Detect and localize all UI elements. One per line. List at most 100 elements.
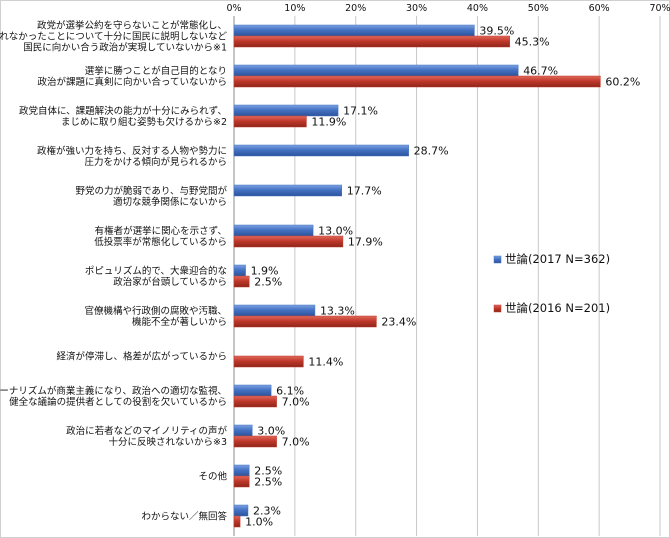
- x-tick-label: 10%: [284, 3, 305, 14]
- gridlines: [233, 16, 661, 536]
- x-axis-ticks: 0% 10% 20% 30% 40% 50% 60% 70%: [226, 3, 670, 14]
- x-tick-label: 40%: [467, 3, 488, 14]
- category-label: 選挙に勝つことが自己目的となり政治が課題に真剣に向かい合っていないから: [37, 65, 227, 88]
- category-label-line: 健全な議論の提供者としての役割を欠いているから: [9, 396, 227, 408]
- x-tick-label: 70%: [649, 3, 670, 14]
- bar-2016: [233, 75, 601, 88]
- bar-2017: [233, 264, 246, 277]
- x-tick-label: 30%: [406, 3, 427, 14]
- data-label: 2.5%: [254, 465, 282, 478]
- category-label: ジャーナリズムが商業主義になり、政治への適切な監視、健全な議論の提供者としての役…: [0, 385, 227, 408]
- category-label-line: 政党が選挙公約を守らないことが常態化し、: [37, 20, 227, 32]
- bar-2017: [233, 64, 519, 77]
- category-label-line: 低投票率が常態化しているから: [94, 236, 227, 248]
- bar-2017: [233, 104, 339, 117]
- data-label: 23.4%: [381, 316, 416, 329]
- data-label: 7.0%: [282, 436, 310, 449]
- bar-2016: [233, 435, 277, 448]
- legend-label: 世論(2016 N=201): [505, 301, 610, 315]
- data-label: 13.3%: [320, 305, 355, 318]
- x-tick-label: 50%: [528, 3, 549, 14]
- category-label-line: わからない／無回答: [141, 511, 227, 523]
- x-tick-label: 0%: [226, 3, 241, 14]
- category-label-line: その他: [198, 471, 227, 483]
- bar-2017: [233, 504, 249, 517]
- category-label-line: ジャーナリズムが商業主義になり、政治への適切な監視、: [0, 385, 227, 397]
- category-label-line: 守れなかったことについて十分に国民に説明しないなど: [0, 31, 227, 43]
- data-label: 17.7%: [347, 185, 382, 198]
- bar-2016: [233, 235, 344, 248]
- data-label: 7.0%: [282, 396, 310, 409]
- bar-2016: [233, 395, 277, 408]
- data-label: 17.1%: [343, 105, 378, 118]
- category-label-line: 機能不全が著しいから: [132, 316, 227, 328]
- bar-2016: [233, 115, 307, 128]
- category-label-line: 野党の力が脆弱であり、与野党間が: [75, 185, 227, 197]
- data-label: 11.9%: [311, 116, 346, 129]
- category-label-line: 官僚機構や行政側の腐敗や汚職、: [84, 305, 227, 317]
- bar-2016: [233, 355, 304, 368]
- data-label: 46.7%: [523, 65, 558, 78]
- bar-2017: [233, 424, 253, 437]
- data-label: 17.9%: [348, 236, 383, 249]
- bar-2017: [233, 304, 316, 317]
- bar-2017: [233, 224, 314, 237]
- bar-2016: [233, 475, 250, 488]
- bar-2016: [233, 515, 241, 528]
- category-label-line: ポピュリズム的で、大衆迎合的な: [85, 265, 227, 277]
- data-label: 3.0%: [257, 425, 285, 438]
- data-label: 13.0%: [318, 225, 353, 238]
- category-label: 経済が停滞し、格差が広がっているから: [56, 351, 227, 363]
- category-label-line: 政権が強い力を持ち、反対する人物や勢力に: [37, 145, 227, 157]
- bar-2016: [233, 315, 377, 328]
- legend-label: 世論(2017 N=362): [505, 252, 610, 266]
- data-label: 39.5%: [479, 25, 514, 38]
- category-label-line: 経済が停滞し、格差が広がっているから: [56, 351, 227, 363]
- x-tick-label: 60%: [589, 3, 610, 14]
- data-label: 60.2%: [605, 76, 640, 89]
- bar-2017: [233, 384, 272, 397]
- category-label-line: 圧力をかける傾向が見られるから: [84, 156, 227, 168]
- bar-2016: [233, 35, 510, 48]
- category-label-line: 選挙に勝つことが自己目的となり: [85, 65, 227, 77]
- data-label: 2.5%: [254, 476, 282, 489]
- category-label-line: まじめに取り組む姿勢も欠けるから※2: [61, 116, 227, 128]
- category-label: 有権者が選挙に関心を示さず、低投票率が常態化しているから: [94, 225, 227, 248]
- category-label: 政権が強い力を持ち、反対する人物や勢力に圧力をかける傾向が見られるから: [37, 145, 227, 168]
- category-labels: 政党が選挙公約を守らないことが常態化し、守れなかったことについて十分に国民に説明…: [0, 20, 227, 523]
- data-label: 1.0%: [245, 516, 273, 529]
- category-label: 政党が選挙公約を守らないことが常態化し、守れなかったことについて十分に国民に説明…: [0, 20, 227, 54]
- bar-2017: [233, 464, 250, 477]
- data-label: 2.3%: [253, 505, 281, 518]
- category-label: ポピュリズム的で、大衆迎合的な政治家が台頭しているから: [85, 265, 227, 288]
- bar-2017: [233, 144, 409, 157]
- category-label-line: 政治に若者などのマイノリティの声が: [66, 425, 227, 437]
- category-label-line: 適切な競争関係にないから: [113, 196, 227, 208]
- bar-2016: [233, 275, 250, 288]
- category-label-line: 有権者が選挙に関心を示さず、: [95, 225, 227, 237]
- legend-swatch: [493, 255, 502, 264]
- bar-2017: [233, 24, 475, 37]
- category-label-line: 政治家が台頭しているから: [113, 276, 227, 288]
- data-labels: 39.5% 46.7% 17.1% 28.7% 17.7% 13.0% 1.9% 13.3% 6…: [245, 25, 640, 529]
- bars: [233, 24, 601, 528]
- bar-2017: [233, 184, 342, 197]
- category-label: わからない／無回答: [141, 511, 227, 523]
- legend-swatch: [493, 304, 502, 313]
- category-label: 政党自体に、課題解決の能力が十分にみられず、まじめに取り組む姿勢も欠けるから※2: [19, 105, 227, 128]
- category-label: 野党の力が脆弱であり、与野党間が適切な競争関係にないから: [75, 185, 227, 208]
- category-label: 官僚機構や行政側の腐敗や汚職、機能不全が著しいから: [84, 305, 227, 328]
- category-label-line: 政治が課題に真剣に向かい合っていないから: [37, 76, 227, 88]
- category-label-line: 国民に向かい合う政治が実現していないから※1: [23, 42, 227, 54]
- data-label: 1.9%: [251, 265, 279, 278]
- legend: 世論(2017 N=362) 世論(2016 N=201): [493, 252, 610, 315]
- category-label: 政治に若者などのマイノリティの声が十分に反映されないから※3: [66, 425, 227, 448]
- category-label: その他: [198, 471, 227, 483]
- category-label-line: 十分に反映されないから※3: [108, 436, 227, 448]
- category-label-line: 政党自体に、課題解決の能力が十分にみられず、: [19, 105, 227, 117]
- data-label: 2.5%: [254, 276, 282, 289]
- data-label: 45.3%: [515, 36, 550, 49]
- data-label: 6.1%: [276, 385, 304, 398]
